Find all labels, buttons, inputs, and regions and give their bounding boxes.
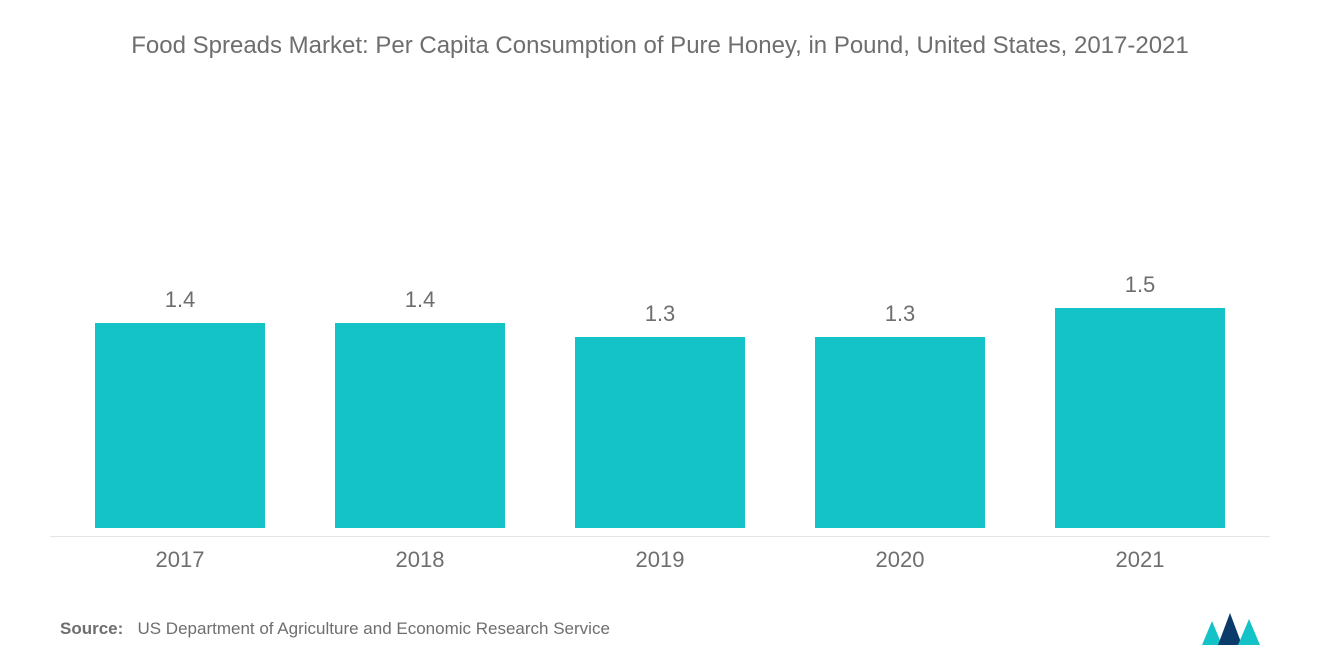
bar-value-label: 1.3 bbox=[645, 301, 676, 327]
bar-value-label: 1.5 bbox=[1125, 272, 1156, 298]
x-axis-labels: 2017 2018 2019 2020 2021 bbox=[50, 537, 1270, 573]
chart-title: Food Spreads Market: Per Capita Consumpt… bbox=[50, 30, 1270, 62]
plot-area: 1.4 1.4 1.3 1.3 1.5 bbox=[50, 92, 1270, 537]
x-axis-label: 2019 bbox=[570, 547, 750, 573]
x-axis-label: 2021 bbox=[1050, 547, 1230, 573]
logo-bar-1 bbox=[1202, 621, 1222, 645]
bar-group: 1.3 bbox=[570, 301, 750, 528]
bar bbox=[815, 337, 985, 528]
x-axis-label: 2018 bbox=[330, 547, 510, 573]
mordor-logo-icon bbox=[1202, 613, 1260, 645]
x-axis-label: 2017 bbox=[90, 547, 270, 573]
bar-group: 1.4 bbox=[330, 287, 510, 528]
chart-container: Food Spreads Market: Per Capita Consumpt… bbox=[0, 0, 1320, 665]
source-text: US Department of Agriculture and Economi… bbox=[137, 619, 609, 638]
source-line: Source: US Department of Agriculture and… bbox=[60, 619, 610, 639]
bar-group: 1.3 bbox=[810, 301, 990, 528]
x-axis-label: 2020 bbox=[810, 547, 990, 573]
bar-value-label: 1.3 bbox=[885, 301, 916, 327]
logo-bar-3 bbox=[1238, 619, 1260, 645]
chart-footer: Source: US Department of Agriculture and… bbox=[50, 613, 1270, 645]
bar-group: 1.5 bbox=[1050, 272, 1230, 528]
bar bbox=[95, 323, 265, 528]
bar bbox=[1055, 308, 1225, 528]
source-label: Source: bbox=[60, 619, 123, 638]
bar-group: 1.4 bbox=[90, 287, 270, 528]
bar-value-label: 1.4 bbox=[165, 287, 196, 313]
bar bbox=[575, 337, 745, 528]
logo-bar-2 bbox=[1218, 613, 1242, 645]
bar bbox=[335, 323, 505, 528]
bar-value-label: 1.4 bbox=[405, 287, 436, 313]
